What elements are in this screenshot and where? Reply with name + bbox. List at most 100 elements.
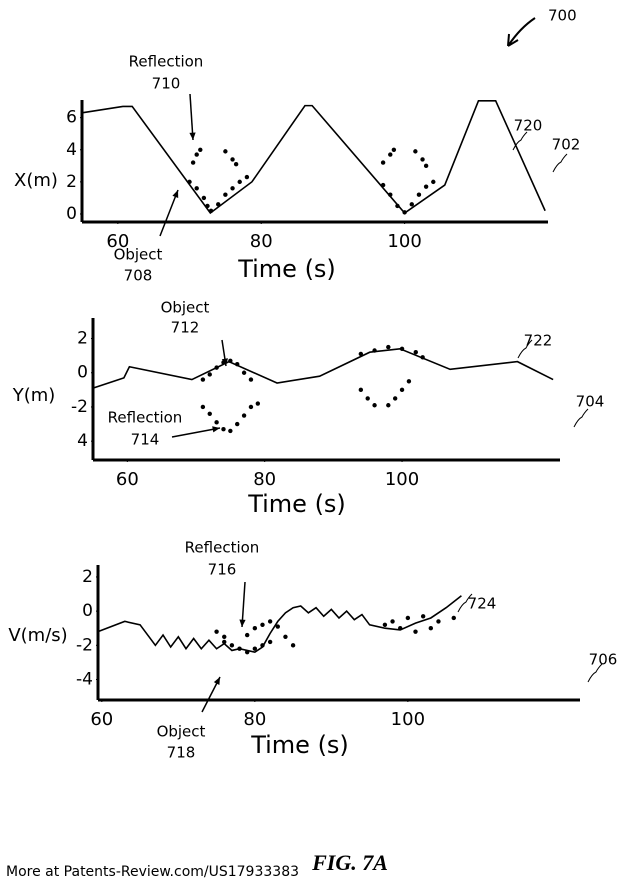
detection-dot — [241, 370, 247, 375]
detection-dot — [214, 629, 219, 634]
annotation: 710 — [152, 75, 181, 93]
annotation: 702 — [552, 136, 581, 154]
y-tick-label: 0 — [66, 204, 77, 224]
detection-dot — [386, 403, 391, 408]
trajectory-line — [92, 347, 554, 389]
x-tick-label: 60 — [116, 469, 139, 490]
figure-arrow — [507, 17, 536, 47]
detection-dot — [230, 186, 235, 191]
detection-dot — [423, 184, 429, 189]
detection-dot — [237, 179, 242, 185]
y-tick-label: 4 — [77, 431, 88, 451]
detection-dot — [248, 404, 254, 410]
detection-dot — [428, 626, 434, 631]
detection-dot — [194, 186, 199, 191]
annotation: Object — [161, 299, 210, 317]
detection-dot — [290, 643, 296, 648]
detection-dot — [229, 643, 235, 648]
detection-dot — [399, 346, 405, 351]
detection-dot — [405, 615, 411, 621]
arrow-head — [239, 619, 246, 627]
detection-dot — [398, 626, 403, 631]
detection-dot — [283, 634, 288, 639]
detection-dot — [237, 646, 242, 651]
detection-dot — [267, 639, 273, 645]
detection-dot — [380, 182, 386, 188]
detection-dot — [416, 192, 422, 197]
detection-dot — [222, 634, 227, 639]
detection-dot — [248, 377, 254, 382]
detection-dot — [208, 208, 214, 213]
arrow-head — [221, 358, 228, 366]
detection-dot — [244, 632, 250, 638]
arrow-head — [212, 426, 220, 433]
callout-arrow — [189, 93, 194, 141]
detection-dot — [222, 639, 227, 645]
x-tick-label: 100 — [385, 469, 419, 490]
detection-dot — [241, 413, 247, 418]
detection-dot — [420, 157, 425, 162]
annotation: 716 — [208, 561, 237, 579]
y-tick-label: 4 — [66, 140, 77, 160]
y-tick-label: 6 — [66, 108, 77, 128]
leader-squiggle — [457, 593, 473, 613]
detection-dot — [358, 387, 364, 393]
annotation: Object — [157, 723, 206, 741]
annotation: Reflection — [108, 409, 183, 427]
leader-squiggle — [573, 408, 589, 428]
detection-dot — [252, 626, 258, 631]
detection-dot — [190, 160, 196, 165]
detection-dot — [223, 149, 228, 154]
detection-dot — [386, 344, 391, 350]
detection-dot — [388, 192, 393, 197]
leader-squiggle — [587, 663, 603, 683]
detection-dot — [420, 614, 426, 619]
leader-squiggle — [517, 339, 533, 359]
detection-dot — [201, 195, 207, 201]
y-axis-label: Y(m) — [12, 385, 56, 406]
arrow-head — [213, 677, 220, 685]
detection-dot — [200, 377, 206, 382]
y-tick-label: 2 — [82, 567, 93, 587]
detection-dot — [244, 649, 250, 655]
detection-dot — [413, 629, 418, 634]
trajectory-line — [81, 100, 546, 215]
detection-dot — [406, 379, 412, 384]
detection-dot — [436, 619, 441, 624]
detection-dot — [214, 365, 219, 370]
detection-dot — [260, 643, 265, 648]
detection-dot — [275, 624, 280, 629]
detection-dot — [228, 428, 233, 434]
footer: More at Patents-Review.com/US17933383 — [6, 864, 299, 880]
detection-dot — [372, 348, 377, 353]
detection-dot — [235, 361, 240, 367]
y-tick-label: 2 — [66, 172, 77, 192]
detection-dot — [252, 646, 258, 651]
detection-dot — [395, 203, 400, 209]
detection-dot — [223, 192, 228, 197]
y-tick-label: 2 — [77, 329, 88, 349]
detection-dot — [431, 179, 436, 185]
y-tick-label: -2 — [71, 397, 88, 417]
detection-dot — [205, 203, 210, 209]
detection-dot — [413, 149, 418, 154]
leader-squiggle — [552, 153, 568, 173]
detection-dot — [402, 210, 407, 215]
x-axis-label: Time (s) — [247, 490, 346, 518]
detection-dot — [390, 619, 395, 624]
y-axis-label: V(m/s) — [8, 625, 67, 646]
x-tick-label: 100 — [391, 709, 425, 730]
detection-dot — [413, 350, 418, 355]
detection-dot — [221, 427, 226, 432]
y-tick-label: -2 — [76, 635, 93, 655]
callout-arrow — [241, 581, 246, 628]
callout-arrow — [171, 427, 221, 438]
annotation: 724 — [468, 595, 497, 613]
arrow-head — [189, 132, 196, 140]
detection-dot — [214, 420, 219, 425]
x-axis-label: Time (s) — [250, 731, 349, 759]
detection-dot — [230, 157, 235, 162]
detection-dot — [228, 358, 233, 363]
detection-dot — [423, 163, 429, 169]
detection-dot — [200, 404, 206, 410]
